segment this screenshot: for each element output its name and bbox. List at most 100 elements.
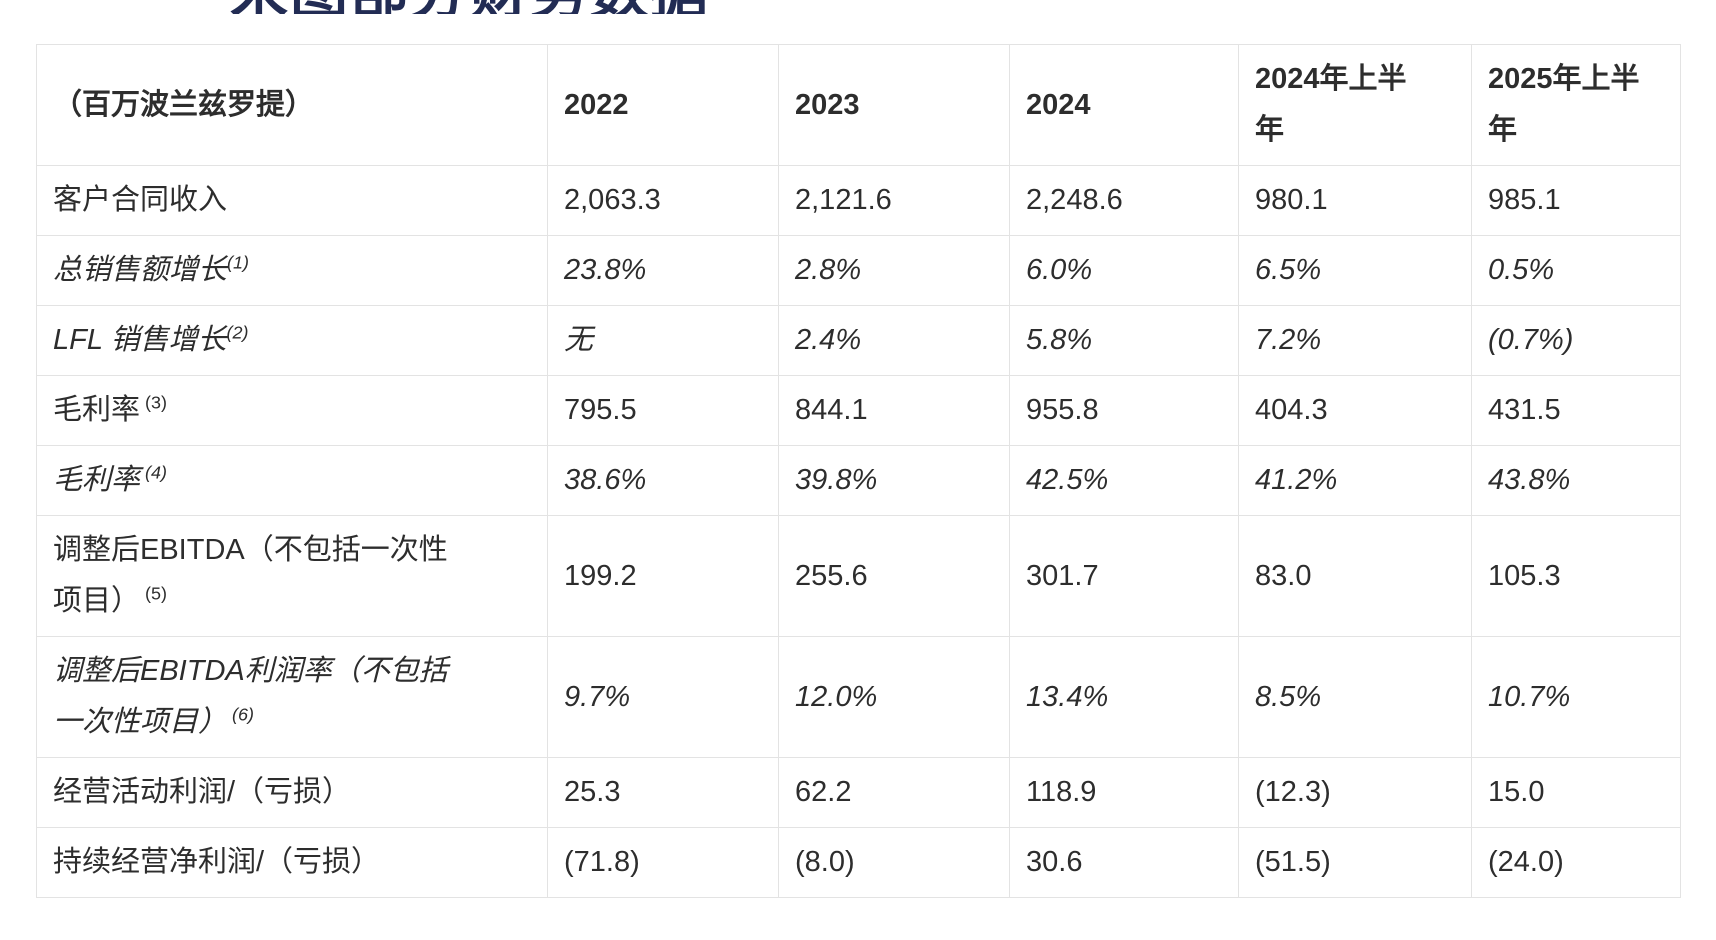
- value-cell: 13.4%: [1009, 636, 1239, 758]
- row-label-cell: 客户合同收入: [36, 165, 548, 236]
- value-cell: 2.8%: [778, 235, 1010, 306]
- page-title-clip-region: 米图部分财务数据: [0, 0, 1716, 14]
- value-cell: 2.4%: [778, 305, 1010, 376]
- page-title: 米图部分财务数据: [230, 0, 710, 14]
- value-cell: 118.9: [1009, 757, 1239, 828]
- table-row: 经营活动利润/（亏损） 25.3 62.2 118.9 (12.3) 15.0: [36, 757, 1681, 828]
- value-cell: 9.7%: [547, 636, 779, 758]
- row-label: LFL 销售增长(2): [53, 315, 248, 366]
- value-cell: 301.7: [1009, 515, 1239, 637]
- table-row: 毛利率 (3) 795.5 844.1 955.8 404.3 431.5: [36, 375, 1681, 446]
- value-cell: 62.2: [778, 757, 1010, 828]
- row-label: 调整后EBITDA（不包括一次性项目） (5): [53, 525, 461, 627]
- footnote-marker: (5): [140, 583, 167, 604]
- table-row: 毛利率 (4) 38.6% 39.8% 42.5% 41.2% 43.8%: [36, 445, 1681, 516]
- value-cell: 10.7%: [1471, 636, 1681, 758]
- table-header-row: （百万波兰兹罗提） 2022 2023 2024 2024年上半年 2025年上…: [36, 44, 1681, 166]
- row-label-cell: 毛利率 (4): [36, 445, 548, 516]
- row-label-cell: LFL 销售增长(2): [36, 305, 548, 376]
- value-cell: 无: [547, 305, 779, 376]
- value-cell: 38.6%: [547, 445, 779, 516]
- column-header-label: 2022: [564, 88, 629, 121]
- column-header-label: 2025年上半年: [1488, 63, 1640, 146]
- row-label-cell: 调整后EBITDA利润率（不包括一次性项目） (6): [36, 636, 548, 758]
- unit-header-cell: （百万波兰兹罗提）: [36, 44, 548, 166]
- value-cell: (51.5): [1238, 827, 1472, 898]
- table-row: 调整后EBITDA（不包括一次性项目） (5) 199.2 255.6 301.…: [36, 515, 1681, 637]
- value-cell: 2,121.6: [778, 165, 1010, 236]
- value-cell: (0.7%): [1471, 305, 1681, 376]
- row-label: 毛利率 (3): [53, 385, 167, 436]
- value-cell: 12.0%: [778, 636, 1010, 758]
- value-cell: 795.5: [547, 375, 779, 446]
- table-row: LFL 销售增长(2) 无 2.4% 5.8% 7.2% (0.7%): [36, 305, 1681, 376]
- footnote-marker: (6): [227, 704, 254, 725]
- row-label-text: 毛利率: [53, 464, 141, 496]
- column-header-2022: 2022: [547, 44, 779, 166]
- row-label-text: 毛利率: [53, 394, 141, 426]
- value-cell: 2,063.3: [547, 165, 779, 236]
- row-label-text: 客户合同收入: [53, 184, 228, 216]
- value-cell: 985.1: [1471, 165, 1681, 236]
- row-label: 持续经营净利润/（亏损）: [53, 837, 380, 888]
- value-cell: 25.3: [547, 757, 779, 828]
- value-cell: 7.2%: [1238, 305, 1472, 376]
- value-cell: 39.8%: [778, 445, 1010, 516]
- value-cell: (8.0): [778, 827, 1010, 898]
- row-label: 总销售额增长(1): [53, 245, 249, 296]
- row-label-text: 调整后EBITDA利润率（不包括一次性项目）: [53, 655, 448, 738]
- table-row: 持续经营净利润/（亏损） (71.8) (8.0) 30.6 (51.5) (2…: [36, 827, 1681, 898]
- table-row: 调整后EBITDA利润率（不包括一次性项目） (6) 9.7% 12.0% 13…: [36, 636, 1681, 758]
- row-label-cell: 经营活动利润/（亏损）: [36, 757, 548, 828]
- value-cell: 30.6: [1009, 827, 1239, 898]
- value-cell: (24.0): [1471, 827, 1681, 898]
- value-cell: (71.8): [547, 827, 779, 898]
- value-cell: 6.0%: [1009, 235, 1239, 306]
- column-header-label: 2024年上半年: [1255, 63, 1407, 146]
- row-label-cell: 总销售额增长(1): [36, 235, 548, 306]
- column-header-2025-h1: 2025年上半年: [1471, 44, 1681, 166]
- value-cell: 0.5%: [1471, 235, 1681, 306]
- value-cell: 23.8%: [547, 235, 779, 306]
- value-cell: 6.5%: [1238, 235, 1472, 306]
- row-label: 调整后EBITDA利润率（不包括一次性项目） (6): [53, 646, 461, 748]
- value-cell: 42.5%: [1009, 445, 1239, 516]
- column-header-2024-h1: 2024年上半年: [1238, 44, 1472, 166]
- column-header-label: 2023: [795, 88, 860, 121]
- value-cell: 43.8%: [1471, 445, 1681, 516]
- financial-summary-table: （百万波兰兹罗提） 2022 2023 2024 2024年上半年 2025年上…: [36, 44, 1681, 898]
- row-label-text: 持续经营净利润/（亏损）: [53, 846, 381, 878]
- value-cell: (12.3): [1238, 757, 1472, 828]
- value-cell: 8.5%: [1238, 636, 1472, 758]
- row-label-text: LFL 销售增长: [53, 324, 227, 356]
- value-cell: 41.2%: [1238, 445, 1472, 516]
- value-cell: 199.2: [547, 515, 779, 637]
- value-cell: 404.3: [1238, 375, 1472, 446]
- row-label: 毛利率 (4): [53, 455, 167, 506]
- column-header-2024: 2024: [1009, 44, 1239, 166]
- footnote-marker: (4): [140, 462, 167, 483]
- row-label: 经营活动利润/（亏损）: [53, 767, 351, 818]
- row-label-cell: 持续经营净利润/（亏损）: [36, 827, 548, 898]
- row-label-text: 调整后EBITDA（不包括一次性项目）: [53, 534, 448, 617]
- row-label-text: 经营活动利润/（亏损）: [53, 776, 352, 808]
- value-cell: 105.3: [1471, 515, 1681, 637]
- value-cell: 2,248.6: [1009, 165, 1239, 236]
- value-cell: 255.6: [778, 515, 1010, 637]
- row-label-text: 总销售额增长: [53, 254, 228, 286]
- footnote-marker: (1): [227, 252, 249, 273]
- value-cell: 980.1: [1238, 165, 1472, 236]
- column-header-2023: 2023: [778, 44, 1010, 166]
- value-cell: 15.0: [1471, 757, 1681, 828]
- unit-header-label: （百万波兰兹罗提）: [53, 88, 315, 121]
- row-label: 客户合同收入: [53, 175, 227, 226]
- row-label-cell: 调整后EBITDA（不包括一次性项目） (5): [36, 515, 548, 637]
- footnote-marker: (3): [140, 392, 167, 413]
- value-cell: 5.8%: [1009, 305, 1239, 376]
- footnote-marker: (2): [226, 322, 249, 343]
- table-row: 总销售额增长(1) 23.8% 2.8% 6.0% 6.5% 0.5%: [36, 235, 1681, 306]
- financial-table-container: （百万波兰兹罗提） 2022 2023 2024 2024年上半年 2025年上…: [36, 44, 1681, 898]
- value-cell: 431.5: [1471, 375, 1681, 446]
- table-row: 客户合同收入 2,063.3 2,121.6 2,248.6 980.1 985…: [36, 165, 1681, 236]
- value-cell: 955.8: [1009, 375, 1239, 446]
